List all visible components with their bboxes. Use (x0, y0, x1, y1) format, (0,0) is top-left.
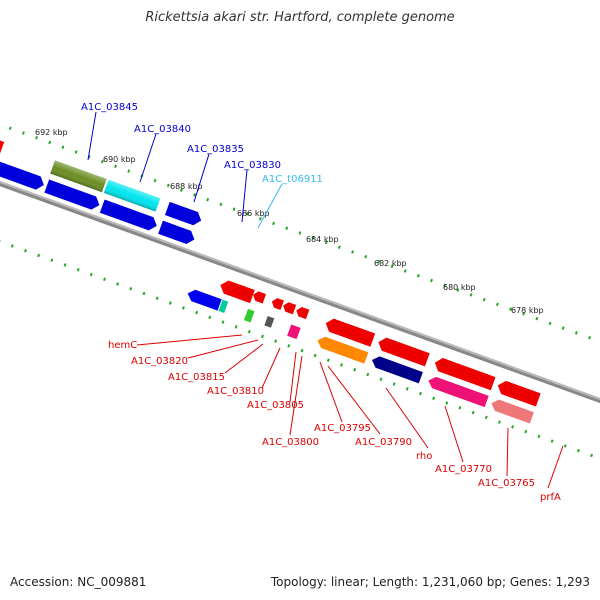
label-prfA[interactable]: prfA (540, 492, 561, 503)
gene-A1C_03765-arrow[interactable] (426, 375, 489, 408)
edge-gene-red (0, 131, 5, 156)
gene-arrow-blue-4[interactable] (158, 220, 197, 246)
gene-arrow-red-7[interactable] (432, 356, 496, 391)
label-A1C_03795[interactable]: A1C_03795 (314, 423, 371, 434)
label-A1C_03815[interactable]: A1C_03815 (168, 372, 225, 383)
gene-A1C_03800-box[interactable] (264, 315, 275, 328)
gene-arrow-blue-1[interactable] (0, 160, 46, 192)
gene-A1C_03810-arrow[interactable] (251, 290, 267, 304)
rotated-map (0, 102, 600, 481)
leader-line (289, 351, 297, 403)
gene-A1C_03805-box[interactable] (243, 308, 255, 323)
tick-label-688: 688 kbp (170, 182, 203, 191)
leader-line (193, 153, 210, 203)
leader-line (87, 111, 97, 161)
upper-dotted-line (0, 102, 600, 378)
leader-line (224, 343, 264, 374)
upper-gene-labels: A1C_03845 A1C_03840 A1C_03835 A1C_03830 … (81, 102, 323, 229)
label-A1C_03810[interactable]: A1C_03810 (207, 386, 264, 397)
lower-gene-row (186, 278, 541, 424)
accession-text: Accession: NC_009881 (10, 575, 147, 589)
label-A1C_03835[interactable]: A1C_03835 (187, 144, 244, 155)
leader-line (289, 355, 303, 436)
label-hemC[interactable]: hemC (108, 340, 137, 351)
gene-shade (50, 160, 107, 193)
tick-label-678: 678 kbp (511, 306, 544, 315)
leader-line (139, 133, 157, 183)
tick-label-684: 684 kbp (306, 235, 339, 244)
leader-line (241, 169, 248, 223)
label-A1C_03800[interactable]: A1C_03800 (262, 437, 319, 448)
label-rho[interactable]: rho (416, 451, 432, 462)
label-A1C_03845[interactable]: A1C_03845 (81, 102, 138, 113)
gene-arrow-red-6[interactable] (376, 336, 430, 367)
map-title: Rickettsia akari str. Hartford, complete… (145, 10, 455, 25)
lower-gene-labels: hemC A1C_03820 A1C_03815 A1C_03810 A1C_0… (108, 334, 564, 503)
label-A1C_03790[interactable]: A1C_03790 (355, 437, 412, 448)
gene-A1C_03770-arrow[interactable] (370, 354, 423, 384)
tick-label-690: 690 kbp (103, 155, 136, 164)
leader-line (257, 183, 283, 229)
leader-line (385, 387, 429, 449)
gene-hemC-arrow[interactable] (218, 278, 255, 304)
upper-gene-row-1 (50, 160, 161, 212)
leader-line (444, 405, 464, 463)
tick-label-692: 692 kbp (35, 128, 68, 137)
label-A1C_03770[interactable]: A1C_03770 (435, 464, 492, 475)
gene-arrow-blue-3[interactable] (99, 199, 159, 233)
gene-A1C_03790-arrow[interactable] (295, 306, 310, 320)
tick-label-686: 686 kbp (237, 209, 270, 218)
gene-rho-arrow-1[interactable] (323, 317, 376, 347)
gene-A1C_03815-box[interactable] (218, 299, 229, 313)
label-A1C_03805[interactable]: A1C_03805 (247, 400, 304, 411)
gene-rho-arrow-2[interactable] (315, 335, 369, 364)
label-A1C_03820[interactable]: A1C_03820 (131, 356, 188, 367)
gene-arrow-blue-5[interactable] (164, 201, 204, 227)
leader-line (136, 334, 243, 346)
leader-line (319, 361, 343, 423)
gene-A1C_03790-box[interactable] (287, 324, 301, 340)
gene-arrow-blue-2[interactable] (44, 179, 101, 211)
gene-shade (103, 179, 161, 212)
tick-label-682: 682 kbp (374, 259, 407, 268)
label-A1C_03765[interactable]: A1C_03765 (478, 478, 535, 489)
label-A1C_t06911[interactable]: A1C_t06911 (262, 174, 323, 185)
leader-line (506, 427, 509, 477)
gene-A1C_03800-arrow[interactable] (270, 297, 284, 310)
leader-line (327, 365, 381, 435)
gene-prfA-arrow-1[interactable] (495, 379, 541, 407)
gene-A1C_03820-arrow[interactable] (186, 288, 222, 311)
leader-line (187, 339, 259, 359)
label-A1C_03840[interactable]: A1C_03840 (134, 124, 191, 135)
label-A1C_03830[interactable]: A1C_03830 (224, 160, 281, 171)
leader-line (547, 445, 564, 489)
tick-label-680: 680 kbp (443, 283, 476, 292)
gene-prfA-arrow-2[interactable] (489, 398, 534, 424)
leader-line (261, 347, 281, 389)
genome-summary-text: Topology: linear; Length: 1,231,060 bp; … (270, 575, 590, 589)
scale-tick-labels: 692 kbp 690 kbp 688 kbp 686 kbp 684 kbp … (35, 128, 544, 315)
genome-backbone-highlight (0, 153, 600, 428)
gene-A1C_03795-arrow[interactable] (281, 301, 297, 315)
upper-gene-row-2 (0, 160, 204, 246)
